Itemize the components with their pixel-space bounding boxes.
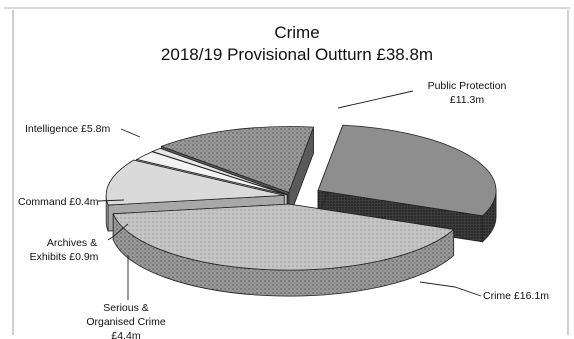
leader-crime bbox=[419, 281, 482, 297]
label-intelligence: Intelligence £5.8m bbox=[25, 123, 110, 135]
label-serious-value: £4.4m bbox=[111, 330, 140, 339]
slice-serious-organised-crime bbox=[105, 159, 285, 206]
label-public-protection-name: Public Protection bbox=[428, 80, 507, 92]
slice-command bbox=[151, 147, 288, 195]
leader-intelligence bbox=[120, 128, 141, 138]
label-crime: Crime £16.1m bbox=[483, 290, 549, 302]
chart-title: Crime bbox=[274, 23, 319, 42]
pie-tops bbox=[105, 124, 497, 271]
leader-command bbox=[97, 199, 125, 202]
label-serious-line2: Organised Crime bbox=[86, 316, 166, 328]
chart-subtitle: 2018/19 Provisional Outturn £38.8m bbox=[161, 45, 433, 64]
leader-public-protection bbox=[337, 90, 414, 109]
slice-intelligence bbox=[160, 126, 315, 194]
label-public-protection-value: £11.3m bbox=[450, 94, 484, 106]
label-serious-line1: Serious & bbox=[103, 302, 149, 314]
label-archives-line1: Archives & bbox=[47, 237, 97, 249]
label-command: Command £0.4m bbox=[18, 196, 99, 208]
slice-crime bbox=[112, 203, 455, 271]
slice-public-protection bbox=[317, 124, 497, 217]
leader-lines bbox=[97, 90, 482, 300]
label-archives-line2: Exhibits £0.9m bbox=[30, 251, 99, 263]
leader-archives bbox=[107, 223, 129, 241]
